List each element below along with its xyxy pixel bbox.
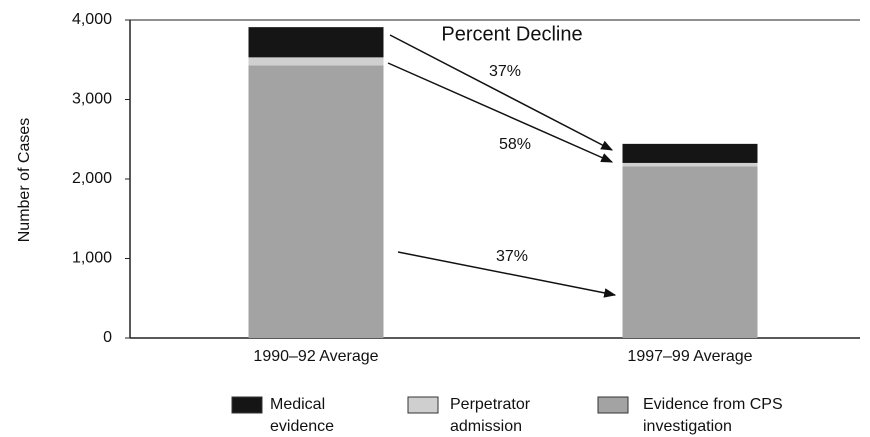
arrow — [397, 251, 617, 298]
arrow — [387, 62, 614, 163]
arrow — [389, 34, 614, 151]
bar-segment — [622, 162, 758, 167]
annotation: Percent Decline — [441, 23, 582, 45]
bar-segment — [248, 27, 384, 58]
bar-segment — [248, 65, 384, 338]
legend-swatch — [231, 396, 263, 414]
x-tick-label: 1997–99 Average — [627, 348, 752, 365]
y-tick-label: 2,000 — [72, 170, 112, 187]
y-axis-label: Number of Cases — [16, 118, 33, 243]
x-tick-label: 1990–92 Average — [253, 348, 378, 365]
legend-swatch — [407, 396, 439, 414]
bar-segment — [622, 143, 758, 163]
legend-label: Medical evidence — [270, 396, 335, 435]
y-tick-label: 3,000 — [72, 91, 112, 108]
y-tick-label: 4,000 — [72, 11, 112, 28]
legend-label: Perpetrator admission — [450, 396, 531, 435]
bar-segment — [622, 166, 758, 338]
legend-swatch — [597, 396, 629, 414]
annotation: 37% — [489, 63, 521, 80]
y-tick-label: 0 — [103, 329, 112, 346]
y-tick-label: 1,000 — [72, 250, 112, 267]
bar-segment — [248, 57, 384, 66]
annotation: 58% — [499, 136, 531, 153]
legend-label: Evidence from CPS investigation — [643, 396, 783, 435]
annotation: 37% — [496, 248, 528, 265]
